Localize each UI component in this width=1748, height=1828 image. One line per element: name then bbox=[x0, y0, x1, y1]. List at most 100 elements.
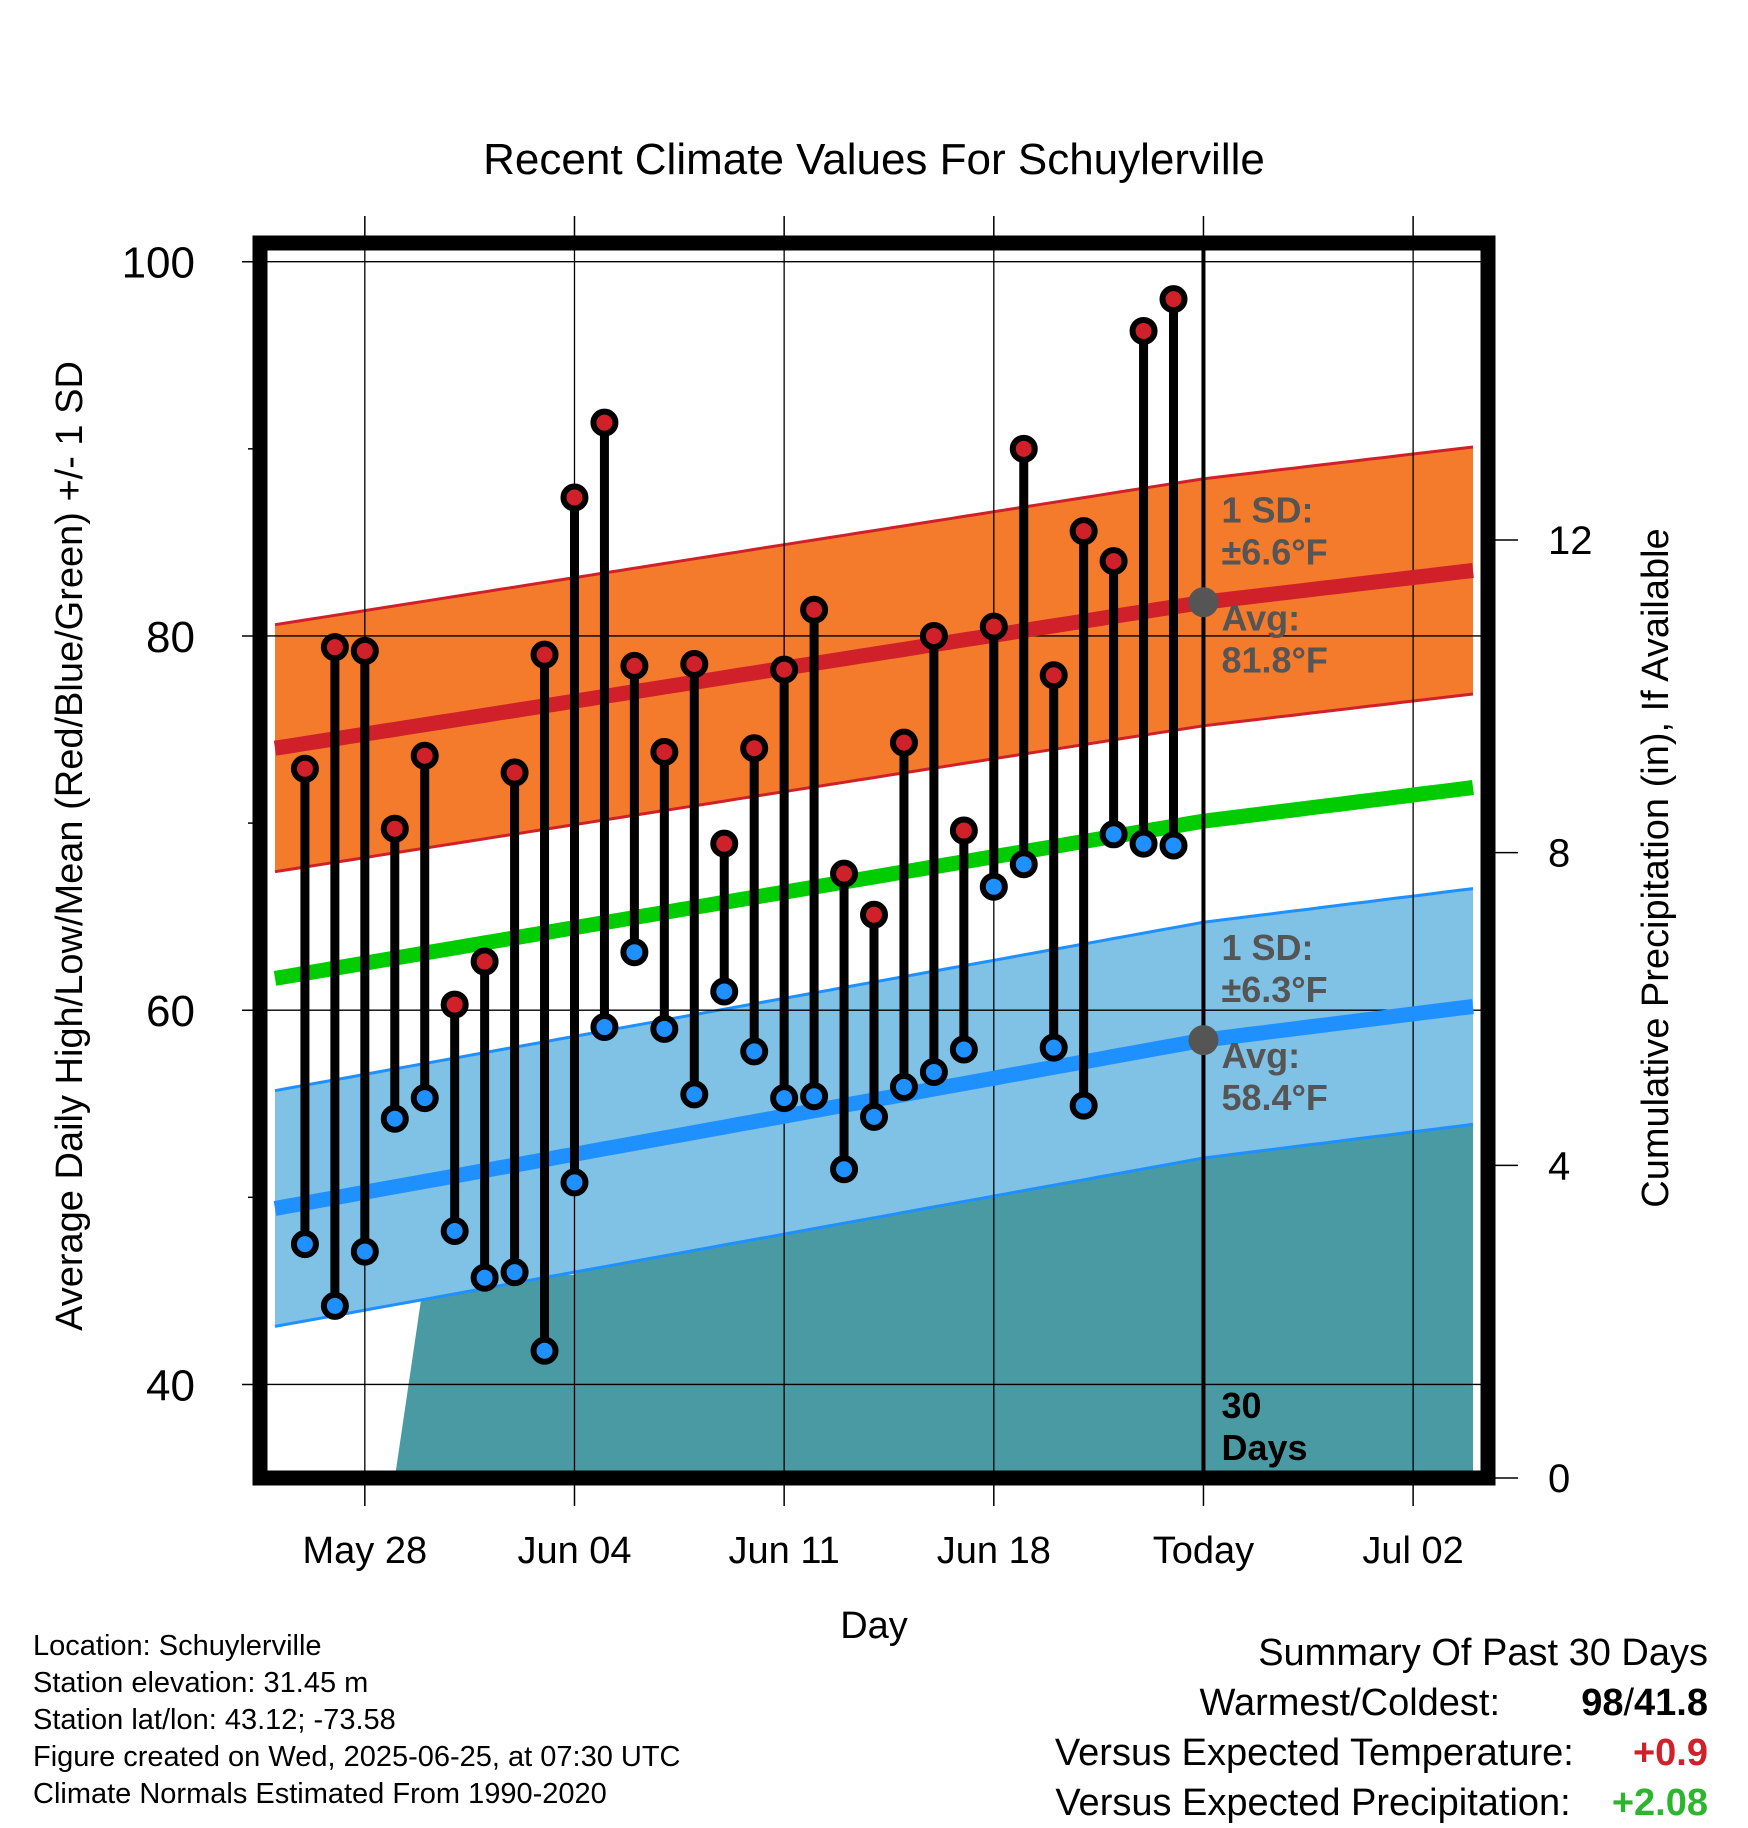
created-text: Figure created on Wed, 2025-06-25, at 07… bbox=[33, 1741, 681, 1773]
normal-mean-line bbox=[273, 780, 1474, 986]
low-sd-value: ±6.3°F bbox=[1221, 969, 1327, 1010]
plot-frame bbox=[252, 235, 1496, 1486]
high-sd-upper-line bbox=[274, 445, 1474, 627]
daily-low-point bbox=[1069, 1091, 1098, 1120]
daily-high-point bbox=[830, 859, 859, 888]
daily-low-point bbox=[590, 1013, 619, 1042]
daily-high-point bbox=[650, 737, 679, 766]
daily-high-point bbox=[949, 816, 978, 845]
low-sd-label: 1 SD: bbox=[1221, 927, 1313, 968]
daily-low-point bbox=[1009, 850, 1038, 879]
daily-low-point bbox=[680, 1080, 709, 1109]
high-sd-lower-line bbox=[274, 692, 1474, 874]
low-sd-lower-line bbox=[274, 1122, 1474, 1328]
daily-low-point bbox=[919, 1057, 948, 1086]
summary-panel: Summary Of Past 30 Days Warmest/Coldest:… bbox=[1055, 1628, 1708, 1828]
daily-high-point bbox=[1009, 434, 1038, 463]
precip-label: Versus Expected Precipitation: bbox=[1055, 1782, 1571, 1824]
y-tick-label: 80 bbox=[146, 613, 195, 662]
location-text: Location: Schuylerville bbox=[33, 1630, 322, 1662]
daily-low-point bbox=[949, 1035, 978, 1064]
daily-low-point bbox=[380, 1104, 409, 1133]
y-tick-label: 100 bbox=[122, 239, 195, 288]
warmest-value: 98 bbox=[1581, 1682, 1624, 1724]
daily-low-point bbox=[1129, 829, 1158, 858]
daily-low-point bbox=[800, 1082, 829, 1111]
high-sd-value: ±6.6°F bbox=[1221, 531, 1327, 572]
precip-value: +2.08 bbox=[1611, 1782, 1708, 1824]
high-sd-label: 1 SD: bbox=[1221, 489, 1313, 530]
daily-low-point bbox=[710, 977, 739, 1006]
high-avg-value: 81.8°F bbox=[1221, 639, 1327, 680]
x-axis-label: Day bbox=[840, 1605, 908, 1647]
daily-high-point bbox=[979, 612, 1008, 641]
latlon-text: Station lat/lon: 43.12; -73.58 bbox=[33, 1704, 396, 1736]
daily-low-point bbox=[410, 1084, 439, 1113]
daily-high-point bbox=[410, 741, 439, 770]
daily-low-point bbox=[500, 1258, 529, 1287]
coldest-value: 41.8 bbox=[1634, 1682, 1708, 1724]
daily-low-point bbox=[860, 1102, 888, 1131]
daily-high-point bbox=[440, 990, 469, 1019]
daily-high-point bbox=[470, 947, 499, 976]
daily-high-point bbox=[1039, 661, 1068, 690]
y-tick-label: 40 bbox=[146, 1361, 195, 1410]
daily-low-point bbox=[440, 1217, 469, 1245]
today-low-avg-marker bbox=[1188, 1025, 1219, 1056]
daily-low-point bbox=[1099, 820, 1128, 849]
x-tick-label: Today bbox=[1153, 1530, 1254, 1572]
x-tick-label: May 28 bbox=[303, 1530, 428, 1572]
daily-high-point bbox=[530, 640, 559, 669]
y-tick-label: 60 bbox=[146, 987, 195, 1036]
daily-high-point bbox=[800, 595, 829, 624]
daily-low-point bbox=[1039, 1033, 1068, 1062]
daily-high-point bbox=[500, 758, 529, 787]
daily-high-point bbox=[590, 408, 619, 437]
y2-tick-label: 0 bbox=[1548, 1457, 1570, 1501]
daily-low-point bbox=[650, 1014, 679, 1043]
daily-high-point bbox=[1129, 316, 1158, 345]
daily-high-point bbox=[860, 900, 888, 929]
daily-low-point bbox=[889, 1072, 918, 1101]
y2-tick-label: 12 bbox=[1548, 519, 1593, 563]
daily-high-point bbox=[1099, 547, 1128, 576]
plot-inner bbox=[260, 243, 1488, 1478]
daily-low-point bbox=[350, 1237, 379, 1266]
daily-high-point bbox=[889, 728, 918, 757]
daily-high-point bbox=[740, 734, 769, 763]
daily-low-point bbox=[470, 1263, 499, 1292]
daily-high-point bbox=[320, 633, 349, 662]
daily-low-point bbox=[1159, 831, 1188, 860]
chart-title: Recent Climate Values For Schuylerville bbox=[483, 135, 1265, 184]
today-high-avg-marker bbox=[1188, 587, 1219, 618]
summary-heading: Summary Of Past 30 Days bbox=[1258, 1632, 1708, 1674]
x-tick-label: Jun 04 bbox=[517, 1530, 631, 1572]
x-tick-label: Jul 02 bbox=[1362, 1530, 1463, 1572]
daily-high-point bbox=[350, 636, 379, 665]
daily-low-point bbox=[979, 872, 1008, 901]
station-info: Location: Schuylerville Station elevatio… bbox=[33, 1628, 681, 1813]
daily-high-point bbox=[290, 754, 319, 783]
summary-precip-row: Versus Expected Precipitation: +2.08 bbox=[1055, 1778, 1708, 1828]
temp-label: Versus Expected Temperature: bbox=[1054, 1732, 1574, 1774]
days-count-label: 30 bbox=[1221, 1385, 1261, 1426]
normal-high-line bbox=[273, 563, 1474, 756]
daily-high-point bbox=[680, 650, 709, 679]
y2-tick-label: 8 bbox=[1548, 832, 1570, 876]
low-avg-value: 58.4°F bbox=[1221, 1077, 1327, 1118]
x-tick-label: Jun 18 bbox=[937, 1530, 1051, 1572]
summary-temp-row: Versus Expected Temperature: +0.9 bbox=[1055, 1728, 1708, 1778]
daily-low-point bbox=[560, 1168, 589, 1197]
daily-high-point bbox=[770, 655, 799, 684]
y2-tick-label: 4 bbox=[1548, 1144, 1570, 1188]
daily-low-point bbox=[320, 1291, 349, 1320]
daily-high-point bbox=[380, 814, 409, 843]
daily-low-point bbox=[830, 1155, 859, 1184]
daily-high-point bbox=[620, 651, 649, 680]
daily-high-point bbox=[1159, 285, 1188, 314]
normals-text: Climate Normals Estimated From 1990-2020 bbox=[33, 1778, 607, 1810]
daily-low-point bbox=[620, 938, 649, 967]
y2-axis-label: Cumulative Precipitation (in), If Availa… bbox=[1635, 528, 1677, 1207]
days-word-label: Days bbox=[1221, 1427, 1307, 1468]
